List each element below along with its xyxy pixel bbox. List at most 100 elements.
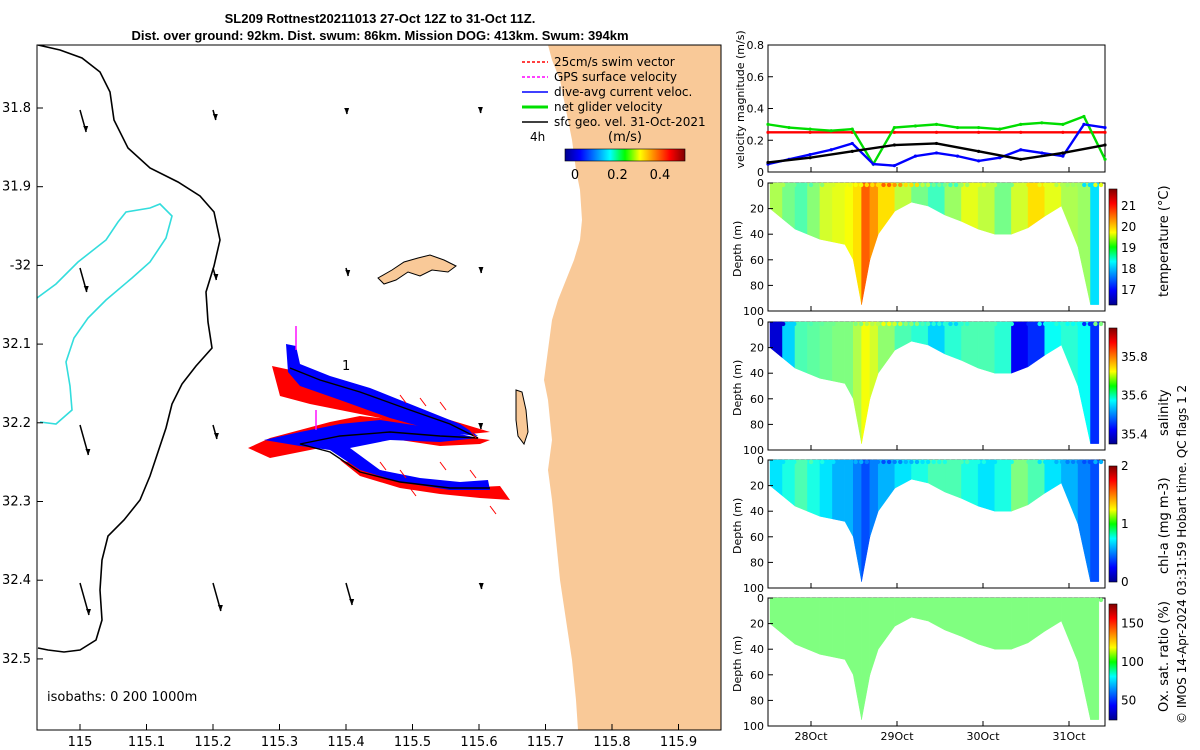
section-y-tick-label: 0 — [757, 592, 764, 605]
velocity-series-point — [766, 130, 770, 134]
section-sample-dot — [803, 182, 808, 188]
section-sample-dot — [808, 321, 814, 327]
section-sample-dot — [881, 182, 886, 188]
velocity-series-point — [955, 154, 960, 158]
section-sample-dot — [931, 459, 936, 465]
section-cell — [807, 182, 821, 240]
section-cell — [807, 597, 821, 655]
section-sample-dot — [998, 182, 1003, 188]
legend-swim: 25cm/s swim vector — [522, 55, 675, 69]
section-sample-dot — [942, 321, 948, 327]
section-y-tick-label: 0 — [757, 454, 764, 467]
section-colorbar — [1108, 603, 1118, 721]
map-y-tick-label: 32.5 — [2, 652, 31, 667]
section-sample-dot — [886, 321, 892, 327]
section-sample-dot — [959, 182, 964, 188]
section-sample-dot — [964, 182, 970, 188]
section-sample-dot — [898, 321, 903, 327]
section-y-tick-label: 100 — [743, 720, 764, 733]
section-sample-dot — [881, 321, 886, 327]
section-y-tick-label: 60 — [750, 669, 764, 682]
velocity-series-point — [1103, 157, 1107, 161]
section-sample-dot — [775, 597, 780, 603]
section-cell — [961, 597, 979, 645]
section-sample-dot — [892, 321, 897, 327]
section-cell — [977, 321, 996, 374]
speed-colorbar-ticks: 0 0.2 0.4 — [571, 168, 670, 183]
legend-net: net glider velocity — [522, 100, 662, 114]
section-sample-dot — [937, 182, 942, 188]
section-y-tick-label: 100 — [743, 582, 764, 595]
velocity-series-point — [1082, 122, 1086, 126]
section-sample-dot — [1054, 459, 1059, 465]
section-sample-dot — [1015, 182, 1020, 188]
section-sample-dot — [886, 459, 892, 465]
section-sample-dot — [808, 459, 814, 465]
section-sample-dot — [992, 459, 998, 465]
section-sample-dot — [1031, 459, 1037, 465]
section-sample-dot — [937, 321, 942, 327]
velocity-series-point — [892, 130, 896, 134]
section-y-tick-label: 0 — [757, 177, 764, 190]
section-y-tick-label: 40 — [750, 228, 764, 241]
section-colorbar-label: temperature (°C) — [1157, 185, 1172, 297]
section-sample-dot — [992, 597, 998, 603]
section-sample-dot — [920, 597, 925, 603]
section-y-tick-label: 80 — [750, 556, 764, 569]
rottnest-island — [377, 254, 457, 285]
sfc-velocity-arrowhead — [478, 583, 484, 589]
section-sample-dot — [1087, 321, 1093, 327]
section-sample-dot — [1031, 182, 1037, 188]
section-cell — [961, 182, 979, 230]
section-sample-dot — [864, 321, 869, 327]
section-sample-dot — [1098, 321, 1104, 327]
velocity-series-point — [934, 130, 939, 134]
section-ylabel: Depth (m) — [731, 636, 744, 692]
section-cell — [1011, 182, 1029, 235]
section-sample-dot — [1037, 597, 1042, 603]
section-sample-dot — [931, 597, 936, 603]
section-sample-dot — [1098, 459, 1104, 465]
section-sample-dot — [1070, 597, 1076, 603]
section-y-tick-label: 60 — [750, 254, 764, 267]
section-sample-dot — [1098, 597, 1104, 603]
section-sample-dot — [1031, 597, 1037, 603]
section-sample-dot — [786, 321, 791, 327]
section-sample-dot — [1048, 321, 1054, 327]
velocity-series-point — [808, 130, 812, 134]
section-sample-dot — [864, 597, 869, 603]
chlorophyll-panel: 0 20 40 60 80 100 Depth (m) 0 1 2 chl-a (mg m-3) — [731, 454, 1172, 595]
section-sample-dot — [1059, 459, 1065, 465]
section-sample-dot — [881, 459, 886, 465]
velocity-series-point — [892, 143, 896, 147]
section-sample-dot — [1076, 321, 1081, 327]
legend-sfc-label: sfc geo. vel. 31-Oct-2021 — [554, 115, 706, 129]
section-sample-dot — [775, 321, 780, 327]
section-sample-dot — [786, 182, 791, 188]
section-sample-dot — [870, 597, 875, 603]
map-y-tick-label: 32.2 — [2, 416, 31, 431]
map-y-tick-label: 32.4 — [2, 573, 31, 588]
section-colorbar-tick-label: 20 — [1121, 220, 1136, 234]
section-sample-dot — [1048, 459, 1054, 465]
section-sample-dot — [1009, 321, 1014, 327]
isobaths-label: isobaths: 0 200 1000m — [47, 690, 197, 705]
section-colorbar-label: chl-a (mg m-3) — [1157, 477, 1172, 574]
swim-vector-arrow — [399, 394, 407, 404]
section-cell — [994, 182, 1012, 235]
velocity-series-point — [892, 164, 896, 168]
section-cell — [1011, 459, 1029, 512]
section-sample-dot — [898, 597, 903, 603]
section-sample-dot — [1004, 182, 1009, 188]
velocity-series-point — [1040, 151, 1044, 155]
section-colorbar-tick-label: 18 — [1121, 262, 1136, 276]
section-sample-dot — [931, 321, 936, 327]
section-y-tick-label: 60 — [750, 531, 764, 544]
velocity-series-point — [850, 149, 854, 153]
section-sample-dot — [1093, 321, 1098, 327]
section-sample-dot — [875, 321, 881, 327]
glider-track — [248, 326, 510, 515]
section-sample-dot — [1082, 321, 1087, 327]
velocity-series-point — [766, 122, 770, 126]
section-cell — [944, 321, 962, 361]
